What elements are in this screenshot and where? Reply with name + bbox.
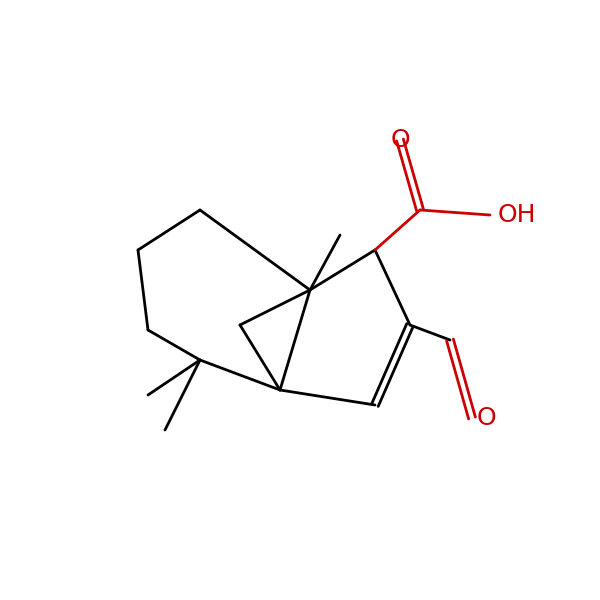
Text: O: O bbox=[390, 128, 410, 152]
Text: OH: OH bbox=[498, 203, 536, 227]
Text: O: O bbox=[477, 406, 497, 430]
